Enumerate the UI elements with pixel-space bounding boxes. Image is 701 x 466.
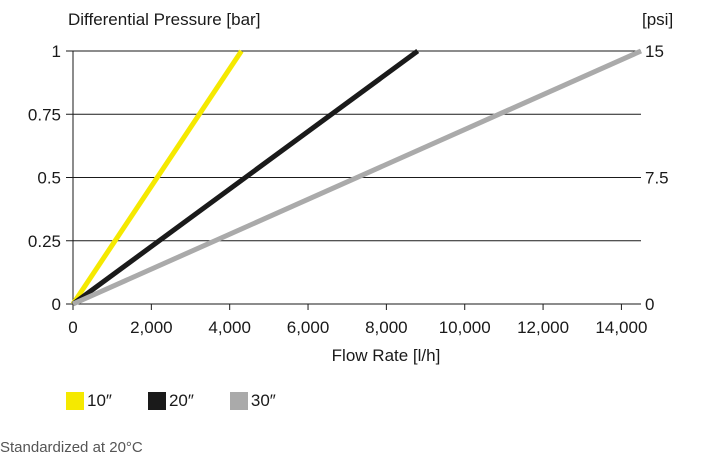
x-tick-label: 0 — [68, 318, 77, 337]
legend-swatch-20 — [147, 392, 166, 410]
legend-label-10: 10″ — [87, 391, 112, 410]
x-tick-label: 6,000 — [287, 318, 330, 337]
x-tick-label: 12,000 — [517, 318, 569, 337]
y-tick-label: 0.5 — [37, 169, 61, 188]
secondary-y-axis-label: [psi] — [642, 10, 673, 29]
legend-item-10: 10″ — [66, 391, 112, 411]
series-line-1 — [70, 49, 244, 306]
y2-tick-label: 0 — [645, 295, 654, 314]
series-lines — [70, 48, 643, 307]
series-line-3 — [71, 48, 643, 307]
y-tick-label: 0.75 — [28, 105, 61, 124]
x-tick-label: 4,000 — [208, 318, 251, 337]
x-tick-label: 10,000 — [439, 318, 491, 337]
x-tick-label: 2,000 — [130, 318, 173, 337]
y2-tick-label: 15 — [645, 42, 664, 61]
x-tick-label: 14,000 — [595, 318, 647, 337]
grid-lines — [73, 50, 641, 242]
legend: 10″ 20″ 30″ — [66, 391, 312, 411]
legend-item-20: 20″ — [147, 391, 194, 411]
x-axis-label: Flow Rate [l/h] — [332, 346, 441, 365]
legend-swatch-30 — [229, 392, 248, 410]
tick-labels: 0 0.25 0.5 0.75 1 0 2,000 4,000 6,000 8,000 10,000… — [28, 42, 669, 337]
y-tick-label: 1 — [52, 42, 61, 61]
y-tick-label: 0.25 — [28, 232, 61, 251]
y-tick-label: 0 — [52, 295, 61, 314]
axes — [66, 50, 641, 310]
footnote: Standardized at 20°C — [0, 439, 143, 456]
y2-tick-label: 7.5 — [645, 169, 669, 188]
legend-label-30: 30″ — [250, 391, 276, 410]
y-axis-label: Differential Pressure [bar] — [68, 10, 260, 29]
legend-label-20: 20″ — [168, 391, 194, 410]
legend-item-30: 30″ — [229, 391, 276, 411]
legend-swatch-10 — [66, 392, 84, 410]
series-line-2 — [71, 48, 420, 307]
x-tick-label: 8,000 — [365, 318, 408, 337]
